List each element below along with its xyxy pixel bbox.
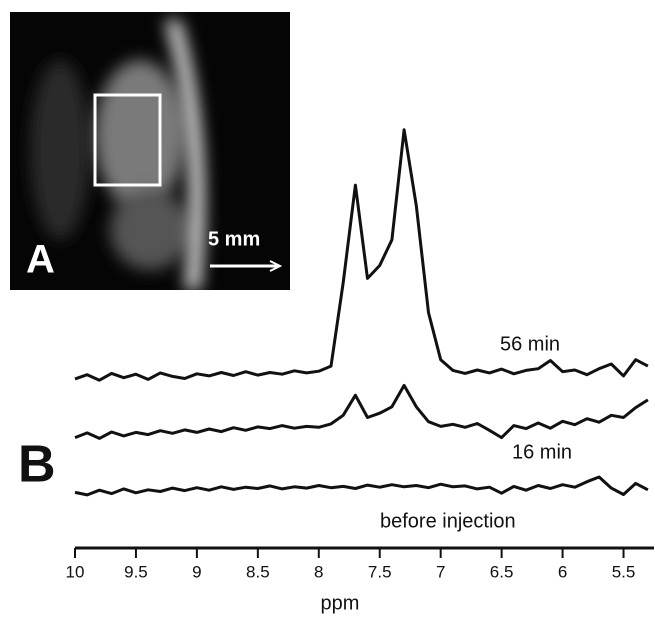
x-tick-label: 6 [558,562,567,581]
panel-label: A [26,238,55,282]
x-tick-label: 9.5 [124,562,148,581]
x-tick-label: 8 [314,562,323,581]
spectrum-line [75,477,648,495]
series-label: 16 min [512,441,572,463]
figure: A 5 mm B ppm 10 9.5 9 8.5 8 7.5 7 6.5 6 5.5 56 min… [0,0,655,618]
x-tick-label: 7 [436,562,445,581]
series-label: 56 min [500,333,560,355]
x-tick-label: 8.5 [246,562,270,581]
x-tick-label: 6.5 [490,562,514,581]
page: {"image": {"panel_label": "A", "scale_ba… [0,0,655,618]
series-label: before injection [380,510,516,532]
x-tick-label: 9 [192,562,201,581]
spectrum-line [75,385,648,438]
scale-bar-label: 5 mm [208,228,260,250]
x-tick-label: 7.5 [368,562,392,581]
x-tick-label: 5.5 [612,562,636,581]
x-axis-label: ppm [321,592,360,614]
panel-label: B [18,436,56,494]
x-tick-label: 10 [66,562,85,581]
